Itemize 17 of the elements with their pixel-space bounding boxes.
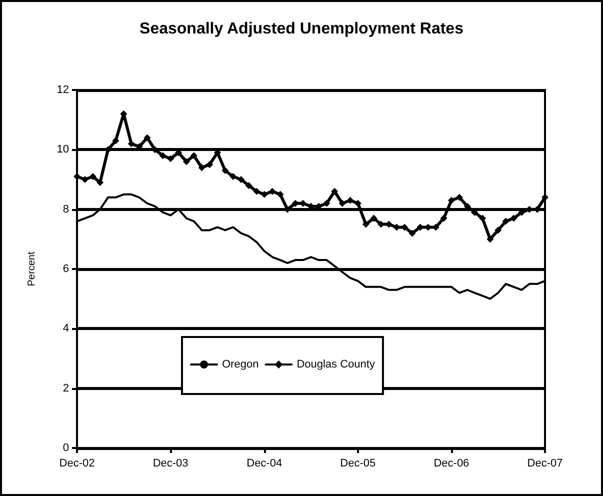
y-tick-label: 12 (56, 84, 69, 96)
y-tick-label: 6 (62, 263, 69, 275)
x-tick-label: Dec-02 (59, 458, 95, 470)
x-tick-label: Dec-03 (152, 458, 188, 470)
y-tick-label: 8 (62, 203, 69, 216)
x-tick-label: Dec-04 (246, 458, 282, 470)
legend-label: Douglas County (296, 358, 376, 370)
x-tick-label: Dec-05 (340, 458, 376, 470)
y-axis-title: Percent (26, 252, 38, 286)
x-tick-label: Dec-06 (434, 458, 470, 470)
y-tick-label: 10 (56, 144, 69, 156)
y-tick-label: 4 (62, 322, 69, 335)
y-tick-label: 2 (62, 382, 69, 394)
legend-label: Oregon (222, 358, 259, 370)
chart-title: Seasonally Adjusted Unemployment Rates (140, 20, 464, 38)
x-tick-label: Dec-07 (527, 458, 563, 470)
y-tick-label: 0 (62, 442, 69, 454)
